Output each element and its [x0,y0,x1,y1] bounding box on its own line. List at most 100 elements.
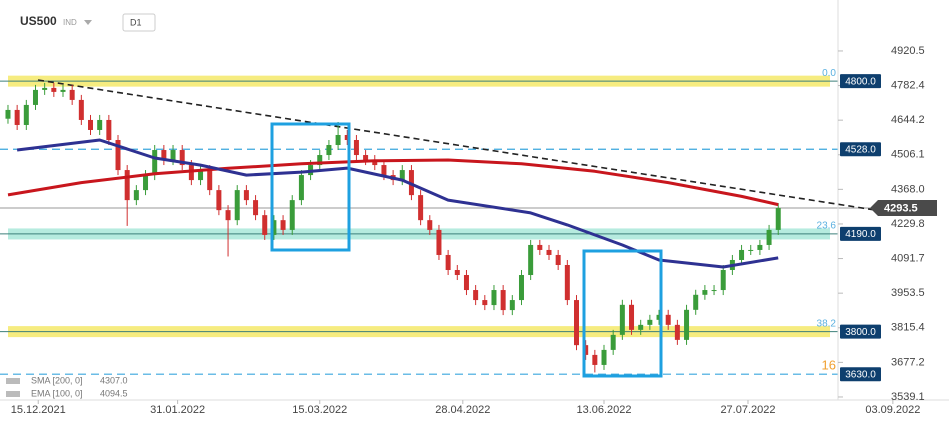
candle-body [739,249,745,260]
candle-body [271,220,277,235]
candle-body [546,249,552,255]
candle-body [418,195,424,221]
legend-label: EMA [100, 0] [31,388,83,398]
candle-body [88,119,94,130]
candle-body [143,175,149,191]
candle-body [638,324,644,330]
timeframe[interactable]: D1 [130,17,142,27]
candle-body [564,264,570,301]
fib-label: 23.6 [817,221,837,232]
dropdown-arrow[interactable] [84,20,92,25]
candle-body [78,99,84,120]
symbol[interactable]: US500 [20,14,57,28]
candle-body [757,244,763,250]
y-tick-label: 4368.0 [891,183,925,195]
candle-body [42,87,48,90]
candle-body [207,170,213,191]
fib-label: 38.2 [817,318,837,329]
level-tag [840,142,881,157]
candle-body [711,290,717,292]
candle-body [381,165,387,176]
candle-body [372,160,378,166]
x-tick-label: 28.04.2022 [435,404,490,416]
candle-body [555,254,561,265]
y-tick-label: 4644.2 [891,114,925,126]
candle-body [363,155,369,161]
candle-body [766,229,772,245]
candle-body [528,244,534,276]
candle-body [720,270,726,291]
candle-body [97,119,103,130]
y-tick-label: 4920.5 [891,45,925,57]
candle-body [601,349,607,365]
x-tick-label: 31.01.2022 [150,404,205,416]
candle-body [500,290,506,311]
candles [5,82,781,373]
y-tick-label: 3677.2 [891,356,925,368]
candle-body [592,354,598,365]
indicator-line [16,138,779,269]
highlight-box [270,122,351,252]
candle-body [693,294,699,310]
y-tick-label: 3953.5 [891,287,925,299]
candle-body [647,319,653,325]
candle-body [326,145,332,156]
candle-body [280,220,286,230]
timeframe-button[interactable] [122,13,156,32]
legend: SMA [200, 0] 4307.0 EMA [100, 0] 4094.5 [6,375,128,398]
candle-body [124,170,130,201]
candle-body [253,200,259,216]
fib-label: 0.0 [822,68,836,79]
legend-value: 4094.5 [100,388,128,398]
candle-body [161,150,167,161]
candle-body [188,165,194,181]
candle-body [179,150,185,166]
candle-body [684,309,690,340]
x-tick-label: 15.12.2021 [11,404,66,416]
candle-body [170,150,176,161]
y-tick-label: 3815.4 [891,322,925,334]
last-price-label: 4293.5 [884,202,918,214]
candle-body [454,270,460,276]
candle-body [14,109,20,125]
indicator-line [7,158,779,207]
legend-value: 4307.0 [100,375,128,385]
bands: 0.0 23.6 38.2 16 [0,68,870,375]
y-tick-label: 3539.1 [891,391,925,403]
candle-body [69,89,75,100]
indicator-lines [7,138,779,269]
highlight-box [582,249,663,378]
candle-body [491,290,497,306]
level-tag-label: 4800.0 [845,76,876,87]
candle-body [32,89,38,105]
candle-body [262,215,268,235]
candle-body [473,290,479,301]
candle-body [583,345,589,355]
candle-body [610,334,616,350]
candle-body [619,304,625,335]
candle-body [656,314,662,320]
level-tag-label: 4528.0 [845,144,876,155]
candle-body [427,220,433,230]
level-tag-label: 3630.0 [845,369,876,380]
x-tick-label: 13.06.2022 [576,404,631,416]
candle-body [436,229,442,255]
candle-body [335,134,341,146]
fib-label: 16 [822,358,836,373]
level-tag [840,367,881,382]
candle-body [482,300,488,306]
candle-body [775,208,781,230]
y-tick-label: 4782.4 [891,79,925,91]
candle-body [665,314,671,325]
candle-body [537,244,543,250]
candle-body [702,290,708,295]
candle-body [629,304,635,330]
candle-body [115,140,121,171]
candle-body [463,275,469,291]
price-axis: 4920.5 4782.4 4644.2 4506.1 4368.0 4229.8 4091… [0,0,949,416]
candle-body [5,109,11,119]
candle-body [243,190,249,201]
candle-body [353,140,359,156]
legend-icon [6,391,20,397]
